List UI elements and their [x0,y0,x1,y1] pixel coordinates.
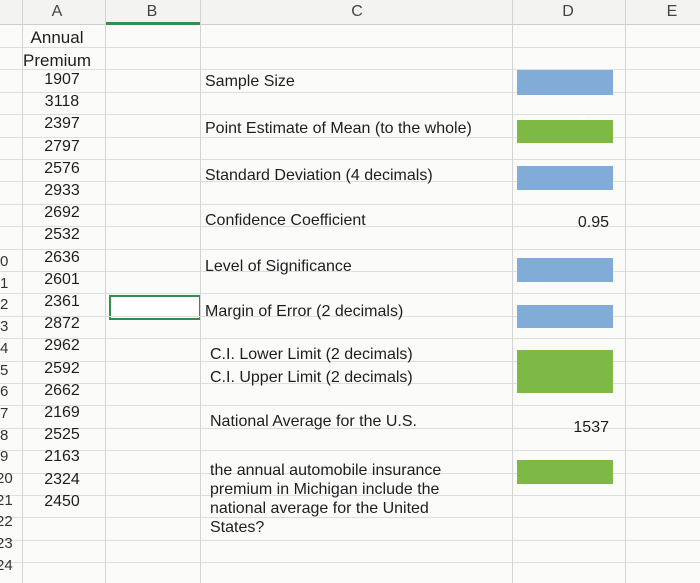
row-number: 5 [0,361,9,379]
column-border [200,0,201,583]
row-number: 1 [0,274,9,292]
column-header[interactable]: B [146,3,158,20]
row-number: 7 [0,404,9,422]
premium-value: 2525 [44,426,80,444]
premium-value: 2324 [44,470,80,488]
grid-line [0,271,700,272]
column-header[interactable]: E [666,3,678,20]
row-number: 4 [0,339,9,357]
grid-line [0,562,700,564]
field-label: Point Estimate of Mean (to the whole) [205,120,472,137]
premium-value: 2692 [44,204,80,222]
column-border [105,0,106,583]
row-number: 2 [0,296,9,314]
premium-value: 2662 [44,381,80,399]
field-label: the annual automobile insurance premium … [210,462,442,536]
row-number: 3 [0,318,9,336]
row-number: 0 [0,253,9,270]
column-header[interactable]: A [51,3,63,20]
row-number: 20 [0,470,13,487]
grid-line [0,114,700,116]
column-border [512,0,513,583]
column-a-header: Annual Premium [22,28,91,70]
input-cell[interactable] [517,258,613,282]
grid-line [0,315,700,317]
column-header-bar [0,0,700,25]
field-label: C.I. Lower Limit (2 decimals) [210,346,413,363]
row-number: 22 [0,513,13,531]
grid-line [0,47,700,48]
premium-value: 2601 [44,270,80,288]
input-cell[interactable] [517,350,613,393]
premium-value: 2933 [44,182,80,199]
grid-line [0,495,700,496]
grid-line [0,517,700,519]
field-label: Level of Significance [205,258,352,275]
grid-line [0,472,700,474]
premium-value: 2397 [44,115,80,133]
premium-value: 2532 [44,226,80,244]
premium-value: 1907 [44,71,80,88]
grid-line [0,91,700,93]
grid-line [0,226,700,228]
premium-value: 3118 [44,93,80,111]
field-label: National Average for the U.S. [210,413,417,430]
grid-line [0,203,700,205]
field-value: 0.95 [577,214,609,231]
premium-value: 2450 [44,492,80,510]
premium-value: 2576 [44,159,80,177]
row-number: 24 [0,556,13,574]
grid-line [0,338,700,340]
row-number: 9 [0,448,9,466]
field-label: Standard Deviation (4 decimals) [205,167,433,184]
premium-value: 2361 [44,293,80,310]
input-cell[interactable] [517,460,613,484]
field-label: Sample Size [205,73,295,90]
input-cell[interactable] [517,305,613,328]
field-label: Confidence Coefficient [205,212,366,229]
input-cell[interactable] [517,120,613,143]
grid-line [0,539,700,541]
grid-line [0,159,700,160]
field-label: C.I. Upper Limit (2 decimals) [210,369,413,386]
grid-line [0,450,700,452]
column-border [625,0,626,583]
grid-line [0,69,700,71]
grid-line [0,427,700,429]
column-header[interactable]: C [351,3,363,20]
row-number: 21 [0,491,13,509]
field-label: Margin of Error (2 decimals) [205,303,404,320]
grid-line [0,293,700,295]
premium-value: 2872 [44,315,80,333]
grid-line [0,181,700,183]
row-number: 23 [0,535,13,553]
row-number: 8 [0,426,9,444]
premium-value: 2163 [44,448,80,466]
column-header[interactable]: D [562,3,574,20]
grid-line [0,383,700,384]
premium-value: 2797 [44,137,80,155]
row-number: 6 [0,383,9,401]
input-cell[interactable] [517,70,613,95]
active-column-indicator [106,22,200,25]
premium-value: 2169 [44,404,80,421]
grid-line [0,136,700,138]
premium-value: 2636 [44,248,80,266]
premium-value: 2962 [44,337,80,355]
grid-line [0,360,700,362]
grid-line [0,405,700,407]
grid-line [0,248,700,250]
column-border [22,0,23,583]
premium-value: 2592 [44,359,80,377]
input-cell[interactable] [517,166,613,190]
field-value: 1537 [573,419,609,436]
